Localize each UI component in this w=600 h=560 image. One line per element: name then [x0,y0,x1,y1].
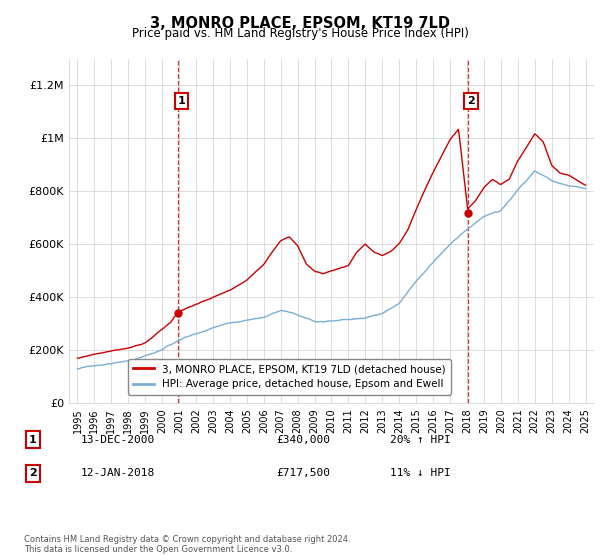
Text: 3, MONRO PLACE, EPSOM, KT19 7LD: 3, MONRO PLACE, EPSOM, KT19 7LD [150,16,450,31]
Text: 12-JAN-2018: 12-JAN-2018 [81,468,155,478]
Text: 2: 2 [29,468,37,478]
Text: 11% ↓ HPI: 11% ↓ HPI [390,468,451,478]
Text: £340,000: £340,000 [276,435,330,445]
Legend: 3, MONRO PLACE, EPSOM, KT19 7LD (detached house), HPI: Average price, detached h: 3, MONRO PLACE, EPSOM, KT19 7LD (detache… [128,359,451,395]
Text: 1: 1 [178,96,185,106]
Text: 20% ↑ HPI: 20% ↑ HPI [390,435,451,445]
Text: 2: 2 [467,96,475,106]
Text: Contains HM Land Registry data © Crown copyright and database right 2024.
This d: Contains HM Land Registry data © Crown c… [24,535,350,554]
Text: £717,500: £717,500 [276,468,330,478]
Text: Price paid vs. HM Land Registry's House Price Index (HPI): Price paid vs. HM Land Registry's House … [131,27,469,40]
Text: 13-DEC-2000: 13-DEC-2000 [81,435,155,445]
Text: 1: 1 [29,435,37,445]
